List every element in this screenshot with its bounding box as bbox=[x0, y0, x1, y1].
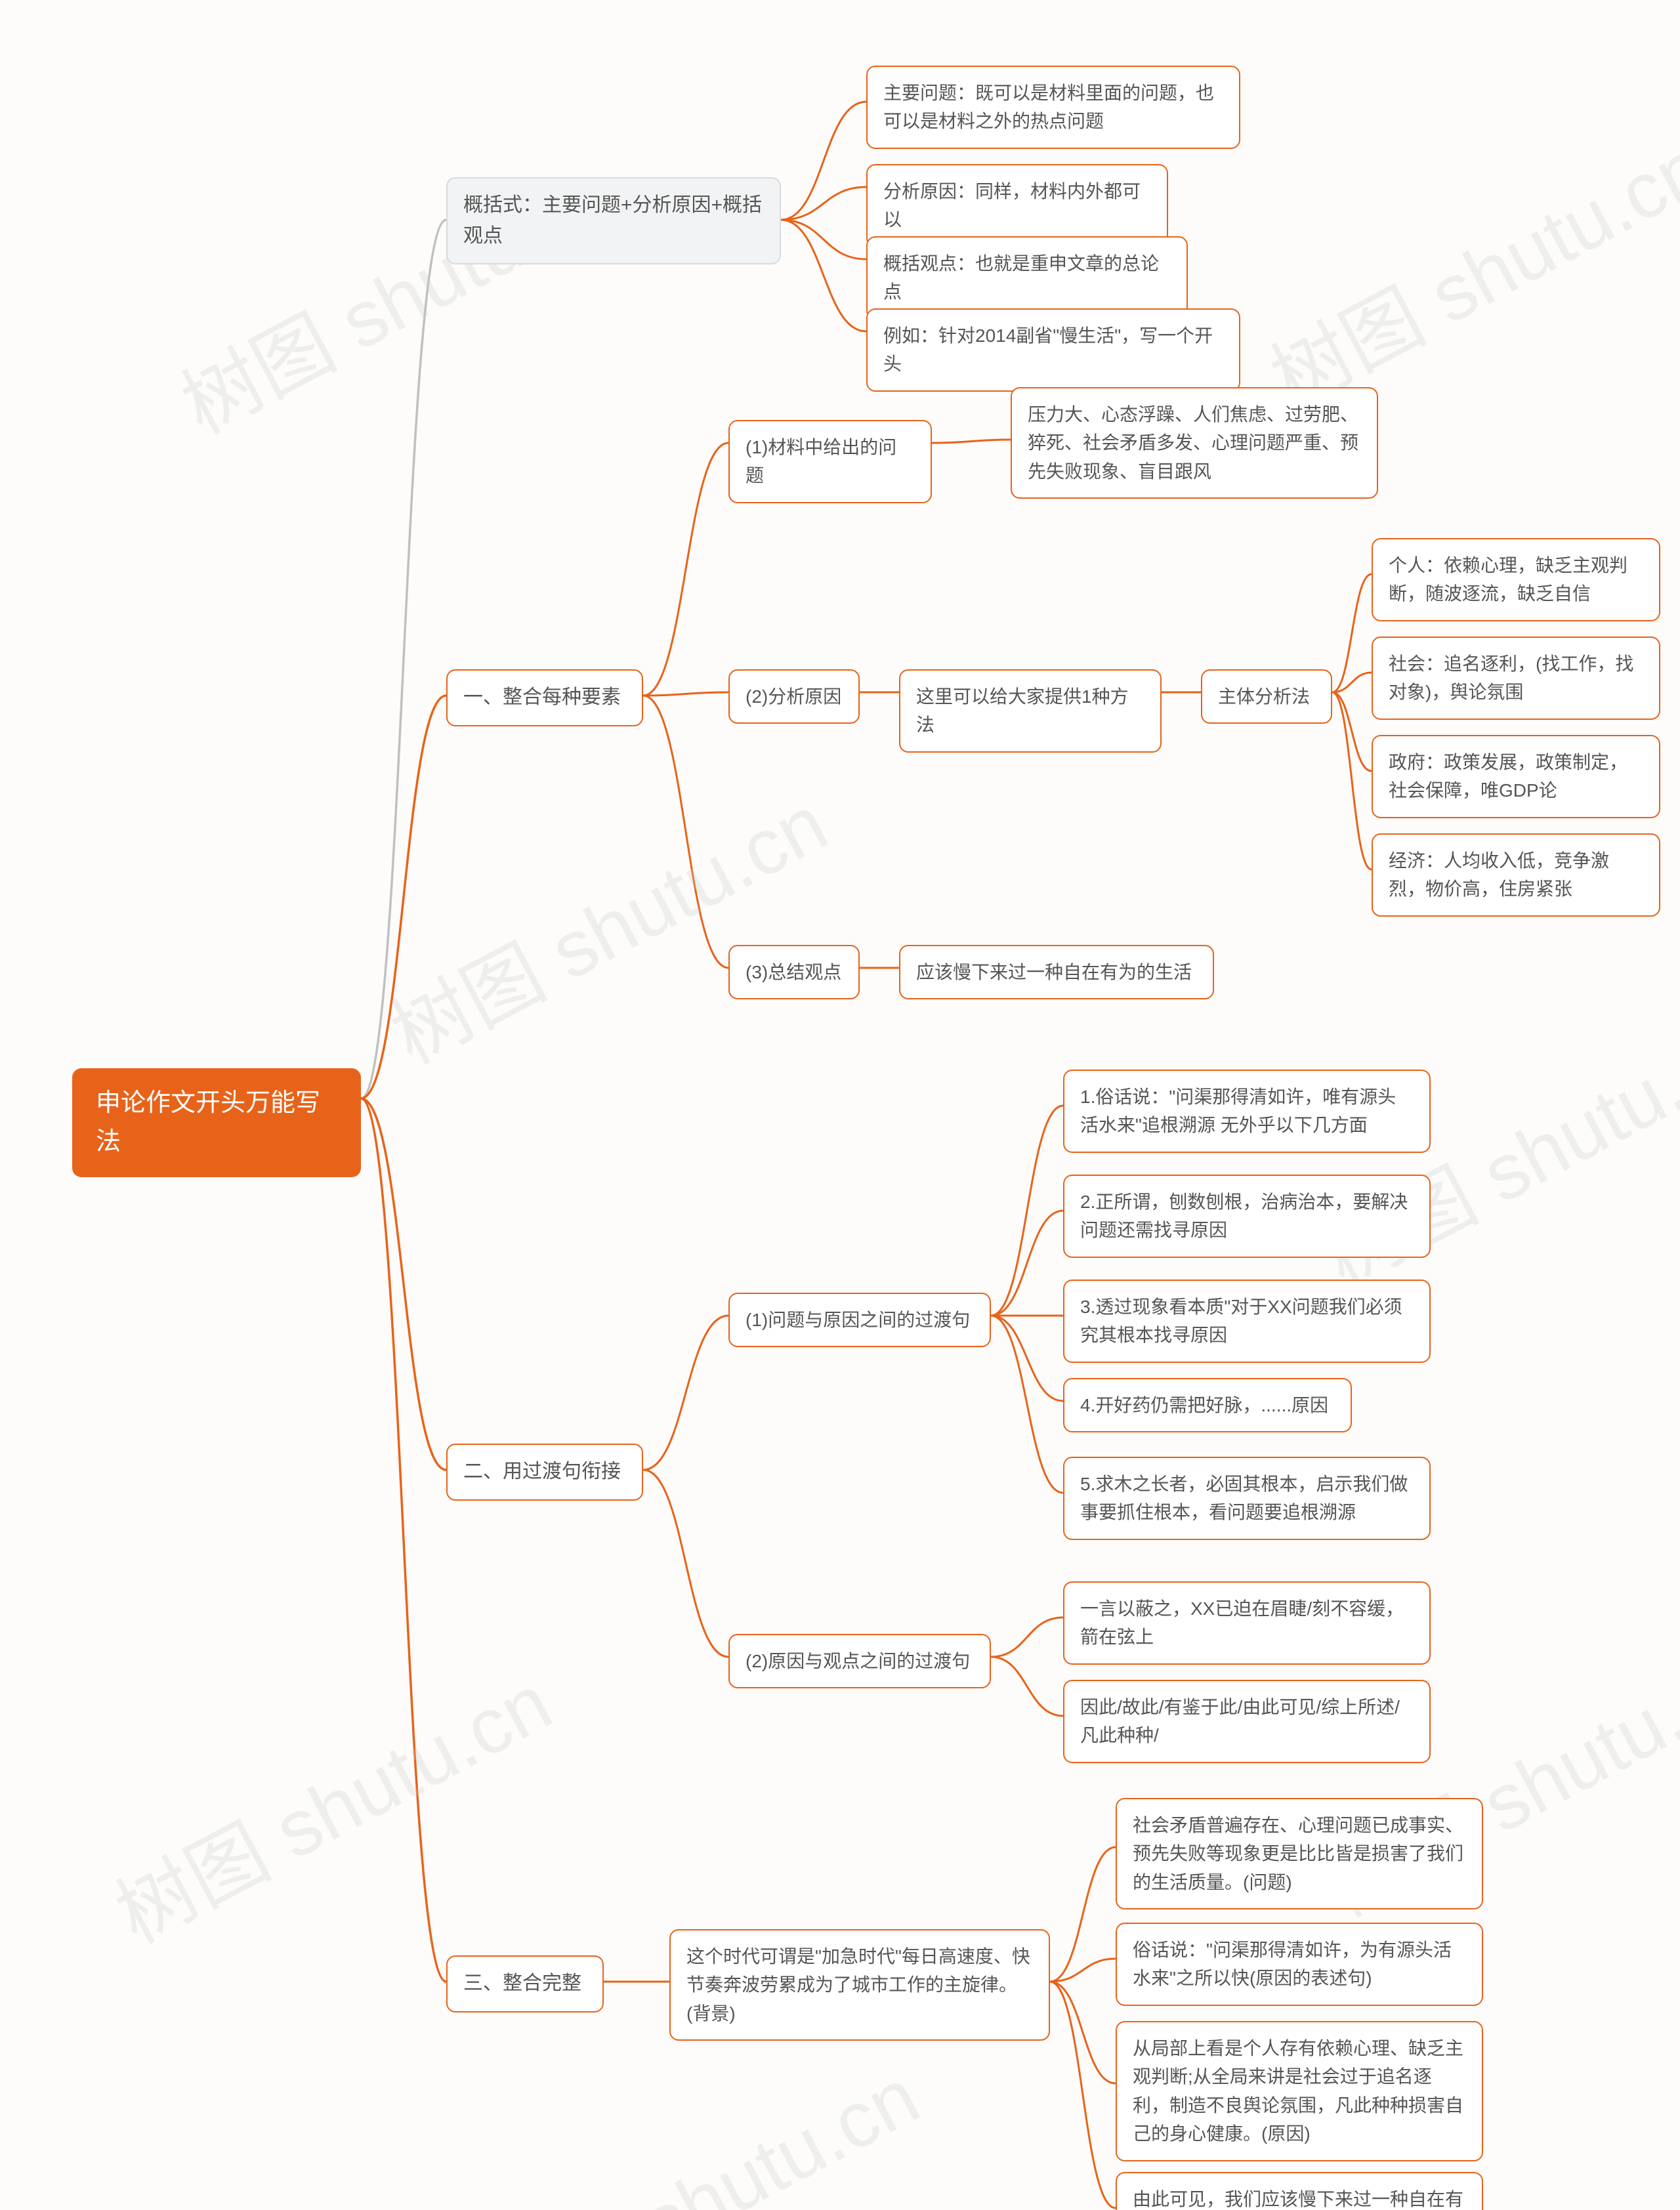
node-b0-1: 分析原因：同样，材料内外都可以 bbox=[866, 164, 1168, 247]
node-b3-0: 这个时代可谓是"加急时代"每日高速度、快节奏奔波劳累成为了城市工作的主旋律。(背… bbox=[669, 1929, 1050, 2041]
node-b1c1l0m-1: 社会：追名逐利，(找工作，找对象)，舆论氛围 bbox=[1372, 636, 1660, 720]
node-b2c0-0: 1.俗话说："问渠那得清如许，唯有源头活水来"追根溯源 无外乎以下几方面 bbox=[1063, 1070, 1431, 1153]
node-b1c1l0-0: 主体分析法 bbox=[1201, 669, 1332, 724]
branch-0: 概括式：主要问题+分析原因+概括观点 bbox=[446, 177, 781, 264]
node-b1-0: (1)材料中给出的问题 bbox=[728, 420, 932, 503]
node-b2-0: (1)问题与原因之间的过渡句 bbox=[728, 1293, 991, 1347]
node-b1c1l0m-3: 经济：人均收入低，竞争激烈，物价高，住房紧张 bbox=[1372, 833, 1660, 917]
node-b1-1: (2)分析原因 bbox=[728, 669, 860, 724]
node-b3c0-3: 由此可见，我们应该慢下来过一种自在有为的生活。(观点) bbox=[1116, 2172, 1483, 2210]
watermark: 树图 shutu.cn bbox=[369, 761, 844, 1086]
node-b2-1: (2)原因与观点之间的过渡句 bbox=[728, 1634, 991, 1688]
node-b2c0-2: 3.透过现象看本质"对于XX问题我们必须究其根本找寻原因 bbox=[1063, 1280, 1431, 1363]
branch-1: 一、整合每种要素 bbox=[446, 669, 643, 726]
branch-3: 三、整合完整 bbox=[446, 1955, 604, 2012]
branch-2: 二、用过渡句衔接 bbox=[446, 1444, 643, 1501]
node-b0-3: 例如：针对2014副省"慢生活"，写一个开头 bbox=[866, 308, 1240, 392]
watermark: 树图 shutu.cn bbox=[1248, 105, 1680, 430]
node-b2c0-1: 2.正所谓，刨数刨根，治病治本，要解决问题还需找寻原因 bbox=[1063, 1175, 1431, 1258]
node-b2c0-4: 5.求木之长者，必固其根本，启示我们做事要抓住根本，看问题要追根溯源 bbox=[1063, 1457, 1431, 1540]
node-b2c1-0: 一言以蔽之，XX已迫在眉睫/刻不容缓，箭在弦上 bbox=[1063, 1581, 1431, 1665]
node-b3c0-1: 俗话说："问渠那得清如许，为有源头活水来"之所以快(原因的表述句) bbox=[1116, 1923, 1483, 2006]
node-b0-0: 主要问题：既可以是材料里面的问题，也可以是材料之外的热点问题 bbox=[866, 66, 1240, 149]
node-b1-2: (3)总结观点 bbox=[728, 945, 860, 999]
node-b1c1l0m-0: 个人：依赖心理，缺乏主观判断，随波逐流，缺乏自信 bbox=[1372, 538, 1660, 621]
root-node: 申论作文开头万能写法 bbox=[72, 1068, 361, 1177]
node-b1c1l0m-2: 政府：政策发展，政策制定，社会保障，唯GDP论 bbox=[1372, 735, 1660, 818]
node-b2c1-1: 因此/故此/有鉴于此/由此可见/综上所述/凡此种种/ bbox=[1063, 1680, 1431, 1763]
node-b0-2: 概括观点：也就是重申文章的总论点 bbox=[866, 236, 1188, 320]
watermark: 树图 shutu.cn bbox=[461, 2034, 936, 2210]
node-b1c0-0: 压力大、心态浮躁、人们焦虑、过劳肥、猝死、社会矛盾多发、心理问题严重、预先失败现… bbox=[1011, 387, 1378, 499]
watermark: 树图 shutu.cn bbox=[93, 1640, 568, 1965]
node-b1c1-0: 这里可以给大家提供1种方法 bbox=[899, 669, 1162, 753]
node-b1c2-0: 应该慢下来过一种自在有为的生活 bbox=[899, 945, 1214, 999]
node-b3c0-2: 从局部上看是个人存有依赖心理、缺乏主观判断;从全局来讲是社会过于追名逐利，制造不… bbox=[1116, 2021, 1483, 2161]
node-b2c0-3: 4.开好药仍需把好脉，......原因 bbox=[1063, 1378, 1352, 1432]
node-b3c0-0: 社会矛盾普遍存在、心理问题已成事实、预先失败等现象更是比比皆是损害了我们的生活质… bbox=[1116, 1798, 1483, 1909]
